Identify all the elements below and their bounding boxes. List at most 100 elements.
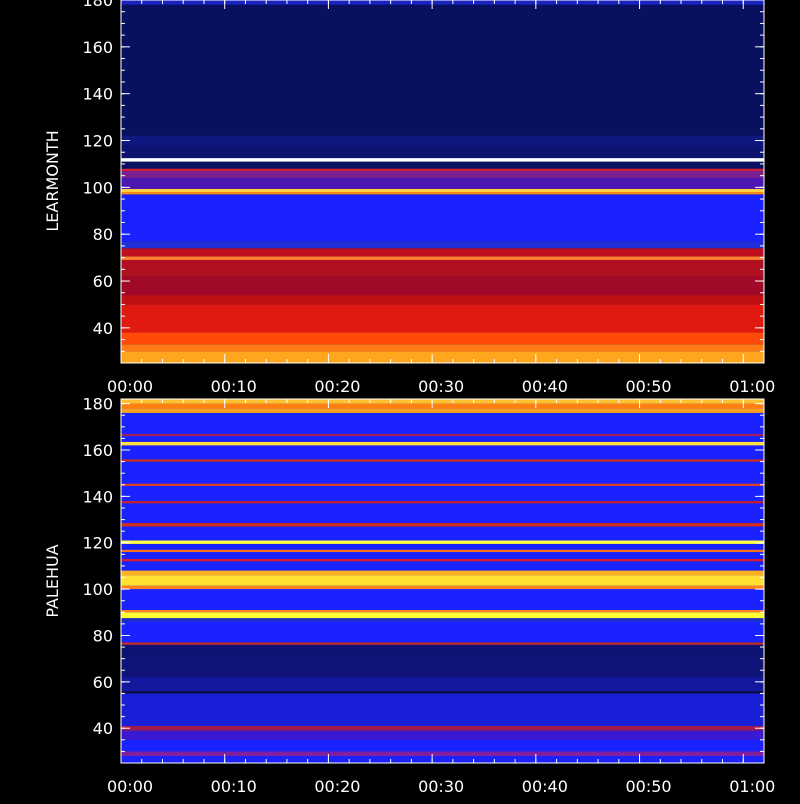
frequency-band xyxy=(121,436,764,442)
x-tick-label: 00:00 xyxy=(107,777,153,796)
x-tick-label: 00:20 xyxy=(314,777,360,796)
y-tick-label: 40 xyxy=(93,719,113,738)
x-tick-label: 00:40 xyxy=(522,377,568,396)
frequency-band xyxy=(121,612,764,619)
frequency-band xyxy=(121,4,764,136)
x-tick-label: 01:00 xyxy=(729,377,775,396)
learmonth-y-axis: 40 60 80 100 120 140 160 180 xyxy=(82,0,764,364)
frequency-band xyxy=(121,558,764,562)
x-tick-label: 00:40 xyxy=(522,777,568,796)
frequency-band xyxy=(121,177,764,189)
frequency-band xyxy=(121,158,764,162)
y-tick-label: 180 xyxy=(82,0,113,10)
frequency-band xyxy=(121,170,764,178)
plot-frame xyxy=(120,398,765,764)
frequency-band xyxy=(121,739,764,752)
frequency-band xyxy=(121,135,764,146)
frequency-band xyxy=(121,399,764,404)
y-tick-label: 120 xyxy=(82,534,113,553)
frequency-band xyxy=(121,621,764,643)
x-tick-label: 00:30 xyxy=(418,377,464,396)
y-tick-label: 160 xyxy=(82,38,113,57)
frequency-band xyxy=(121,192,764,195)
y-tick-label: 80 xyxy=(93,225,113,244)
frequency-band xyxy=(121,543,764,550)
y-tick-label: 140 xyxy=(82,487,113,506)
frequency-band xyxy=(121,730,764,740)
frequency-band xyxy=(121,161,764,169)
palehua-y-axis: 40 60 80 100 120 140 160 180 xyxy=(82,395,764,764)
frequency-band xyxy=(121,0,764,5)
y-tick-label: 80 xyxy=(93,626,113,645)
plot-frame xyxy=(120,0,765,364)
frequency-band xyxy=(121,344,764,352)
frequency-band xyxy=(121,441,764,446)
frequency-band xyxy=(121,693,764,726)
frequency-band xyxy=(121,248,764,257)
palehua-x-axis: 00:00 00:10 00:20 00:30 00:40 00:50 01:00 xyxy=(107,399,775,796)
frequency-band xyxy=(121,570,764,576)
frequency-band xyxy=(121,561,764,571)
frequency-band xyxy=(121,642,764,645)
y-tick-label: 60 xyxy=(93,673,113,692)
frequency-band xyxy=(121,332,764,345)
x-tick-label: 01:00 xyxy=(729,777,775,796)
frequency-band xyxy=(121,526,764,541)
frequency-band xyxy=(121,188,764,193)
frequency-band xyxy=(121,618,764,622)
frequency-band xyxy=(121,295,764,305)
frequency-band xyxy=(121,756,764,763)
frequency-band xyxy=(121,276,764,296)
y-tick-label: 100 xyxy=(82,580,113,599)
frequency-band xyxy=(121,501,764,504)
y-tick-label: 160 xyxy=(82,441,113,460)
frequency-band xyxy=(121,408,764,413)
frequency-band xyxy=(121,433,764,437)
frequency-band xyxy=(121,575,764,586)
learmonth-x-axis: 00:00 00:10 00:20 00:30 00:40 00:50 01:00 xyxy=(107,0,775,396)
frequency-band xyxy=(121,540,764,544)
y-tick-label: 60 xyxy=(93,272,113,291)
frequency-band xyxy=(121,485,764,502)
x-tick-label: 00:50 xyxy=(625,777,671,796)
frequency-band xyxy=(121,145,764,159)
frequency-band xyxy=(121,549,764,553)
frequency-band xyxy=(121,658,764,678)
frequency-band xyxy=(121,691,764,694)
y-tick-label: 180 xyxy=(82,395,113,414)
palehua-y-label: PALEHUA xyxy=(43,544,62,617)
frequency-band xyxy=(121,552,764,559)
frequency-band xyxy=(121,194,764,242)
x-tick-label: 00:30 xyxy=(418,777,464,796)
frequency-band xyxy=(121,523,764,527)
frequency-band xyxy=(121,461,764,484)
x-tick-label: 00:50 xyxy=(625,377,671,396)
frequency-band xyxy=(121,304,764,333)
y-tick-label: 40 xyxy=(93,319,113,338)
y-tick-label: 120 xyxy=(82,132,113,151)
frequency-band xyxy=(121,403,764,409)
frequency-band xyxy=(121,725,764,731)
y-tick-label: 100 xyxy=(82,178,113,197)
x-tick-label: 00:10 xyxy=(211,377,257,396)
x-tick-label: 00:00 xyxy=(107,377,153,396)
frequency-band xyxy=(121,412,764,434)
y-tick-label: 140 xyxy=(82,85,113,104)
frequency-band xyxy=(121,751,764,757)
frequency-band xyxy=(121,351,764,363)
frequency-band xyxy=(121,168,764,171)
frequency-band xyxy=(121,589,764,610)
frequency-band xyxy=(121,677,764,692)
learmonth-plot-area xyxy=(120,0,765,364)
frequency-band xyxy=(121,259,764,277)
frequency-band xyxy=(121,459,764,462)
frequency-band xyxy=(121,241,764,249)
frequency-band xyxy=(121,483,764,486)
x-tick-label: 00:10 xyxy=(211,777,257,796)
frequency-band xyxy=(121,256,764,260)
frequency-band xyxy=(121,609,764,613)
learmonth-y-label: LEARMONTH xyxy=(43,130,62,231)
